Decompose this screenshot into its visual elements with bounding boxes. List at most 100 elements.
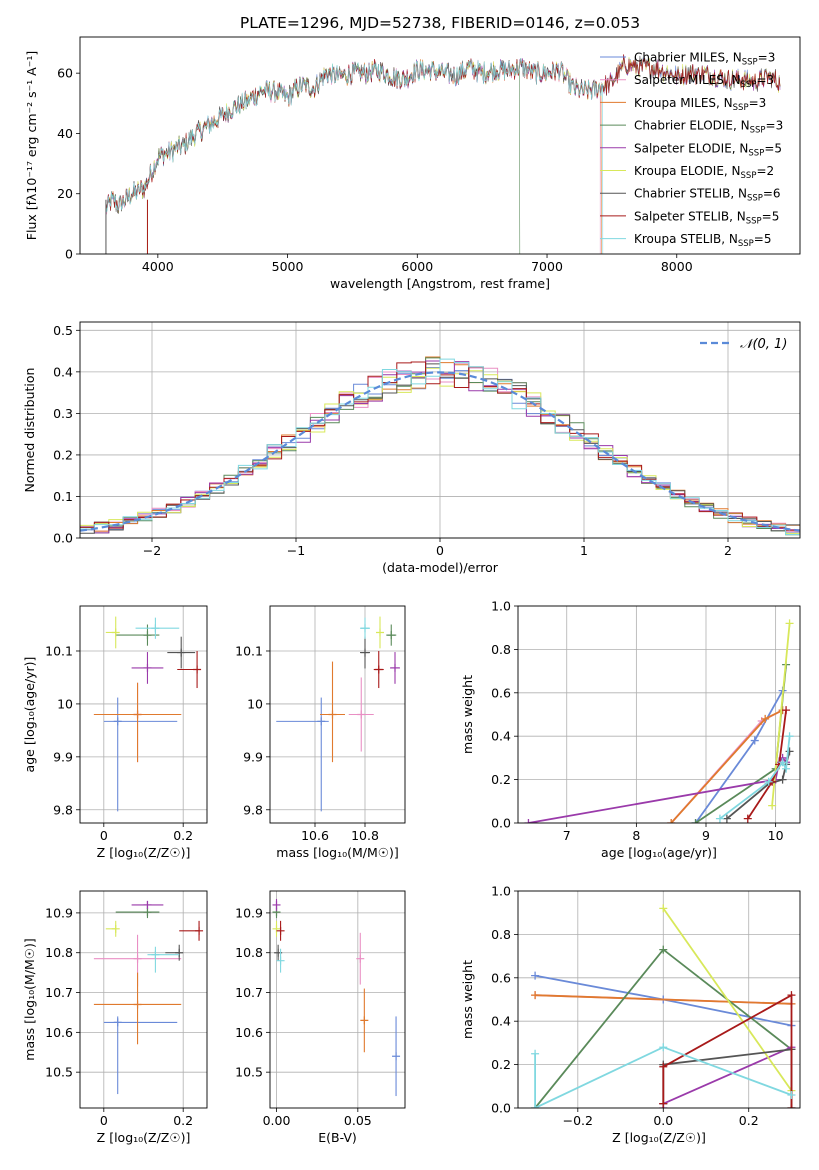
point-salpeter-miles [357,710,366,719]
weight-line-kroupa-stelib [534,1046,792,1108]
weight-marker-salpeter-stelib [743,814,752,823]
y-tick-label: 10 [247,696,263,711]
point-salpeter-elodie [143,900,152,909]
point-kroupa-stelib [151,950,160,959]
x-tick-label: 10.8 [351,828,379,843]
y-tick-label: 40 [57,126,73,141]
point-kroupa-elodie [111,924,120,933]
point-salpeter-stelib [374,665,383,674]
y-tick-label: 10.5 [235,1065,263,1080]
legend-label-kroupa-stelib: Kroupa STELIB, NSSP=5 [634,232,772,249]
x-tick-label: 0.2 [173,1113,193,1128]
y-tick-label: 0.1 [53,489,73,504]
panel-residuals: −2 −1 0 1 2 0.0 0.1 0.2 0.3 0.4 0.5 (data-model)/er… [22,321,801,575]
weight-marker-kroupa-stelib [778,758,787,767]
y-tick-label: 10.9 [235,905,263,920]
y-tick-label: 0 [65,247,73,262]
point-kroupa-stelib [276,956,285,965]
point-chabrier-miles [113,1018,122,1027]
legend-label-normal: 𝒩(0, 1) [740,337,787,352]
y-tick-label: 0.3 [53,406,73,421]
weight-line-chabrier-stelib [662,1048,793,1108]
weight-marker-kroupa-stelib [785,732,794,741]
x-tick-label: 4000 [142,259,174,274]
x-tick-label: −2 [143,543,161,558]
plot-area [93,616,202,812]
y-tick-label: 0.2 [491,1057,511,1072]
axes-frame [79,321,801,539]
panel-weight-vs-age: 7 8 9 10 0.0 0.2 0.4 0.6 0.8 1.0 age [log₁₀(age/yr… [460,599,801,860]
x-tick-label: −1 [287,543,305,558]
x-tick-label: −0.2 [563,1113,593,1128]
x-tick-label: 2 [724,543,732,558]
axes-frame [517,605,801,824]
weight-marker-kroupa-miles [531,991,540,1000]
plot-area [524,619,794,823]
point-salpeter-stelib [193,665,202,674]
y-tick-label: 9.9 [243,749,263,764]
weight-marker-chabrier-miles [750,736,759,745]
y-tick-label: 0.6 [491,685,511,700]
y-tick-label: 9.8 [243,802,263,817]
plot-area [80,356,800,538]
point-chabrier-stelib [361,648,369,657]
x-axis-label: Z [log₁₀(Z/Z☉)] [97,845,191,860]
x-tick-label: 0.2 [173,828,193,843]
x-tick-label: 6000 [401,259,433,274]
point-kroupa-stelib [361,624,369,633]
axes-frame [517,890,801,1109]
weight-marker-kroupa-stelib [764,777,773,786]
legend-label-salpeter-stelib: Salpeter STELIB, NSSP=5 [634,209,779,226]
weight-line-kroupa-stelib [719,736,791,820]
weight-marker-kroupa-miles [761,714,770,723]
x-axis-label: E(B-V) [318,1130,357,1145]
point-kroupa-miles [328,710,337,719]
x-tick-label: 9 [702,828,710,843]
weight-marker-kroupa-elodie [785,619,794,628]
weight-line-kroupa-miles [535,994,792,1005]
x-tick-label: 8000 [661,259,693,274]
x-tick-label: 5000 [272,259,304,274]
point-salpeter-elodie [143,663,152,672]
weight-marker-kroupa-stelib [782,764,791,773]
y-tick-label: 60 [57,66,73,81]
point-kroupa-miles [133,1000,142,1009]
y-tick-label: 0.0 [491,1101,511,1116]
axes-frame [79,36,801,255]
weight-line-salpeter-stelib [662,993,793,1108]
point-kroupa-miles [133,710,142,719]
weight-marker-kroupa-elodie [768,801,777,810]
weight-marker-kroupa-stelib [531,1104,540,1108]
axes-frame [79,890,208,1109]
x-tick-label: 0.2 [739,1113,759,1128]
weight-line-salpeter-miles [670,709,784,823]
weight-marker-chabrier-miles [531,971,540,980]
point-kroupa-stelib [151,624,160,633]
y-axis-label: mass weight [460,960,475,1039]
weight-marker-salpeter-stelib [787,1104,796,1108]
y-tick-label: 10.7 [235,985,263,1000]
y-tick-label: 10.8 [45,945,73,960]
point-chabrier-miles [392,1052,401,1061]
x-tick-label: 0 [436,543,444,558]
x-tick-label: 1 [580,543,588,558]
y-tick-label: 10.8 [235,945,263,960]
point-chabrier-elodie [143,908,152,917]
y-tick-label: 0.8 [491,642,511,657]
x-axis-label: Z [log₁₀(Z/Z☉)] [612,1130,706,1145]
y-tick-label: 0.6 [491,970,511,985]
weight-marker-chabrier-stelib [722,814,731,823]
weight-marker-chabrier-stelib [778,775,787,784]
y-tick-label: 1.0 [491,884,511,899]
point-chabrier-miles [317,717,326,726]
point-salpeter-stelib [276,926,285,935]
y-tick-label: 1.0 [491,599,511,614]
legend-label-chabrier-stelib: Chabrier STELIB, NSSP=6 [634,187,781,204]
plot-area [93,900,204,1095]
panel-mass-vs-Z: 0 0.2 10.5 10.6 10.7 10.8 10.9 Z [log₁₀(Z/Z☉)] m… [22,890,208,1145]
spectrum-line-kroupa-stelib [105,58,604,254]
point-chabrier-stelib [177,648,186,657]
x-tick-label: 10.6 [301,828,329,843]
x-tick-label: 0.05 [344,1113,372,1128]
